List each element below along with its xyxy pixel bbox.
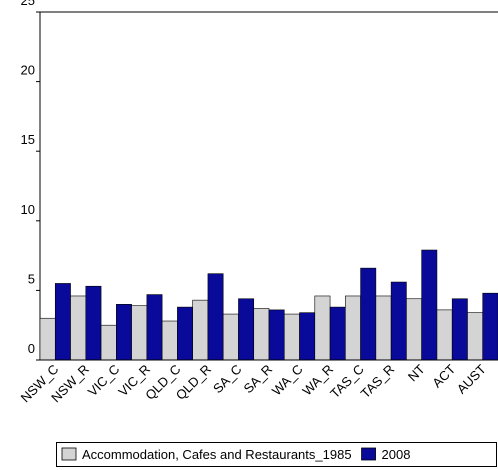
bar [116,304,132,361]
legend-label: Accommodation, Cafes and Restaurants_198… [82,447,352,462]
x-tick-label: TAS_C [327,362,367,402]
bar [451,298,468,361]
x-tick-label: VIC_C [85,362,123,400]
x-tick-label: NT [405,361,428,384]
x-tick-label: TAS_R [358,362,398,402]
bar [161,320,178,361]
bar [85,285,102,361]
bar [390,281,407,361]
bar [207,273,224,361]
bar [192,299,209,361]
bar [39,317,56,361]
legend-label: 2008 [382,447,411,462]
bar [482,292,498,361]
bar [146,294,163,361]
y-tick-label: 20 [21,63,35,78]
bar [131,305,148,361]
bar [406,298,422,361]
x-tick-label: AUST [454,361,489,396]
bar [375,295,392,361]
bar [268,309,285,361]
bar [345,295,361,361]
bar [436,309,453,361]
y-tick-label: 10 [21,202,35,217]
y-tick-label: 0 [28,341,35,356]
bar [360,267,377,361]
y-tick-label: 15 [21,132,35,147]
y-tick-label: 5 [28,271,35,286]
bar [222,313,239,361]
bar [299,312,316,361]
bar [238,298,255,361]
bar [100,324,117,361]
x-tick-label: SA_C [210,362,245,397]
bar [314,295,331,361]
legend-swatch [361,447,376,461]
bar [329,306,346,361]
bar [177,306,193,361]
bar [421,249,438,361]
bar [253,308,270,361]
y-tick-label: 25 [21,0,35,8]
bar [467,312,484,361]
bar [54,283,71,361]
bar [70,295,87,361]
legend-swatch [61,447,77,461]
legend-box [56,442,497,467]
bar [283,313,300,361]
x-tick-label: WA_C [269,362,306,399]
x-tick-label: SA_R [240,362,275,397]
